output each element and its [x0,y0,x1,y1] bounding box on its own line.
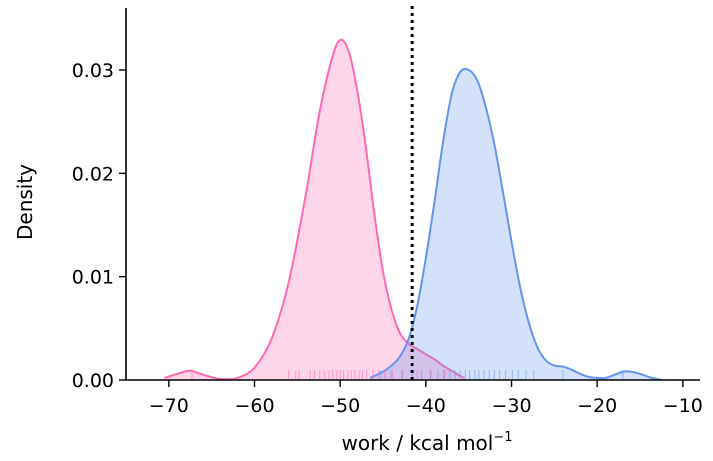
y-axis-label: Density [13,164,37,240]
y-tick-label: 0.02 [72,163,114,185]
x-axis-ticks: −70 −60 −50 −40 −30 −20 −10 [149,380,703,417]
series-1-area [164,39,465,381]
x-tick-label: −50 [320,395,360,417]
series-2-line [369,67,662,381]
x-tick-label: −10 [663,395,703,417]
x-axis-label-superscript: −1 [493,430,512,445]
x-tick-label: −40 [406,395,446,417]
x-axis-label: work / kcal mol−1 [341,430,512,455]
x-axis-label-text: work / kcal mol [341,431,493,455]
x-tick-label: −60 [234,395,274,417]
y-axis-ticks: 0.00 0.01 0.02 0.03 [72,60,126,392]
y-tick-label: 0.01 [72,267,114,289]
x-tick-label: −20 [577,395,617,417]
y-tick-label: 0.03 [72,60,114,82]
rug-layer [191,370,624,379]
x-tick-label: −30 [491,395,531,417]
x-tick-label: −70 [149,395,189,417]
y-tick-label: 0.00 [72,370,114,392]
series-2-area [370,68,662,380]
